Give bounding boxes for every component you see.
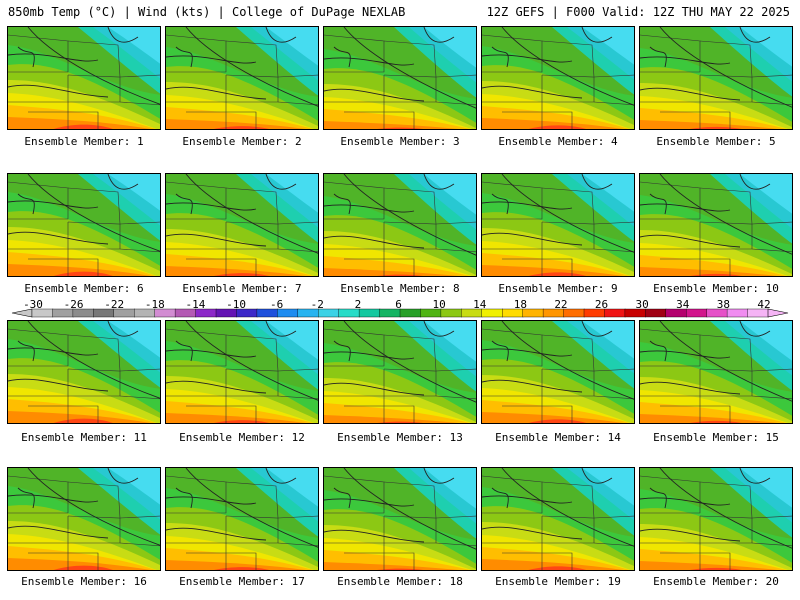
map-panel-member-11: [7, 320, 161, 424]
map-panel-member-5: [639, 26, 793, 130]
valid-time: 12Z GEFS | F000 Valid: 12Z THU MAY 22 20…: [486, 5, 790, 19]
map-panel-member-19: [481, 467, 635, 571]
colorbar-tick-label: -6: [270, 298, 284, 311]
member-label: Ensemble Member: 1: [24, 135, 144, 148]
member-label: Ensemble Member: 6: [24, 282, 144, 295]
member-label: Ensemble Member: 5: [656, 135, 776, 148]
colorbar-tick-label: 38: [716, 298, 730, 311]
colorbar-swatch: [399, 308, 422, 318]
colorbar-swatch: [358, 308, 381, 318]
colorbar-tick-label: -14: [185, 298, 206, 311]
map-panel-member-20: [639, 467, 793, 571]
product-title: 850mb Temp (°C) | Wind (kts) | College o…: [8, 5, 406, 19]
colorbar-swatch: [726, 308, 749, 318]
map-panel-member-17: [165, 467, 319, 571]
map-panel-member-13: [323, 320, 477, 424]
member-label: Ensemble Member: 9: [498, 282, 618, 295]
map-panel-member-15: [639, 320, 793, 424]
map-panel-member-2: [165, 26, 319, 130]
map-panel-member-18: [323, 467, 477, 571]
member-label: Ensemble Member: 17: [179, 575, 305, 588]
colorbar-tick-label: 18: [513, 298, 527, 311]
colorbar-tick-label: 34: [676, 298, 690, 311]
map-panel-member-4: [481, 26, 635, 130]
member-label: Ensemble Member: 16: [21, 575, 147, 588]
member-label: Ensemble Member: 18: [337, 575, 463, 588]
map-panel-member-9: [481, 173, 635, 277]
header: 850mb Temp (°C) | Wind (kts) | College o…: [0, 0, 800, 22]
member-label: Ensemble Member: 4: [498, 135, 618, 148]
colorbar-tick-label: 42: [757, 298, 771, 311]
colorbar-tick-label: 30: [635, 298, 649, 311]
map-panel-member-3: [323, 26, 477, 130]
colorbar-tick-label: -30: [23, 298, 43, 311]
member-label: Ensemble Member: 14: [495, 431, 621, 444]
colorbar-tick-label: 6: [395, 298, 402, 311]
member-label: Ensemble Member: 2: [182, 135, 302, 148]
member-label: Ensemble Member: 8: [340, 282, 460, 295]
map-panel-member-16: [7, 467, 161, 571]
colorbar-tick-label: -18: [144, 298, 165, 311]
map-panel-member-6: [7, 173, 161, 277]
member-label: Ensemble Member: 13: [337, 431, 463, 444]
map-panel-member-8: [323, 173, 477, 277]
member-label: Ensemble Member: 20: [653, 575, 779, 588]
colorbar-tick-label: -26: [63, 298, 84, 311]
member-label: Ensemble Member: 19: [495, 575, 621, 588]
colorbar-tick-label: 22: [554, 298, 568, 311]
colorbar-right-arrow: [767, 308, 789, 318]
map-panel-member-7: [165, 173, 319, 277]
map-panel-member-14: [481, 320, 635, 424]
map-panel-member-10: [639, 173, 793, 277]
member-label: Ensemble Member: 12: [179, 431, 305, 444]
map-panel-member-12: [165, 320, 319, 424]
member-label: Ensemble Member: 3: [340, 135, 460, 148]
colorbar-tick-label: -10: [226, 298, 246, 311]
colorbar-tick-label: -2: [310, 298, 324, 311]
colorbar-tick-label: 14: [473, 298, 487, 311]
color-scale-bar: [11, 308, 789, 318]
map-panel-member-1: [7, 26, 161, 130]
member-label: Ensemble Member: 11: [21, 431, 147, 444]
colorbar-tick-label: -22: [104, 298, 125, 311]
colorbar-tick-label: 10: [432, 298, 446, 311]
member-label: Ensemble Member: 15: [653, 431, 779, 444]
colorbar-tick-label: 2: [354, 298, 362, 311]
member-label: Ensemble Member: 7: [182, 282, 302, 295]
colorbar-tick-label: 26: [594, 298, 609, 311]
member-label: Ensemble Member: 10: [653, 282, 779, 295]
